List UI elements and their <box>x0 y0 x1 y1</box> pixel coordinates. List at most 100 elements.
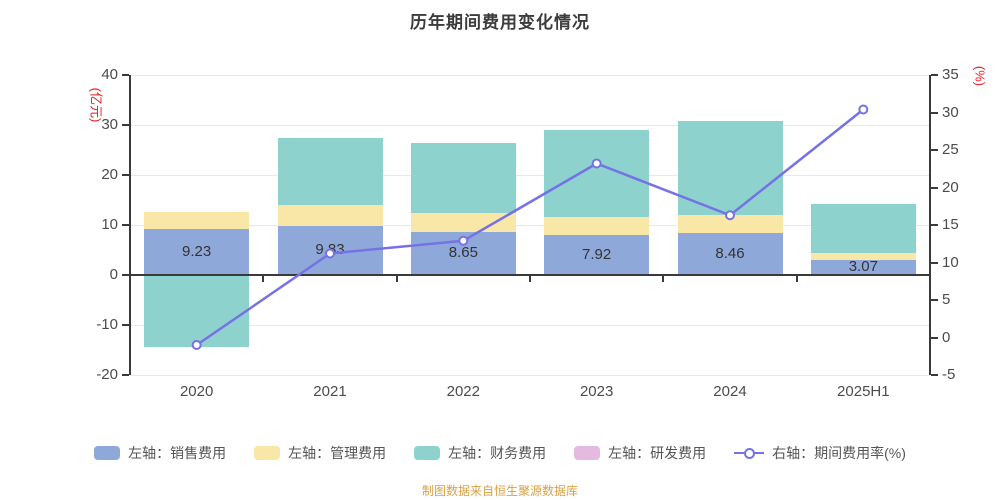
legend-item[interactable]: 左轴：销售费用 <box>94 443 226 463</box>
bar-value-label: 9.23 <box>182 242 212 260</box>
bar-segment[interactable] <box>677 215 783 233</box>
x-axis-category-label: 2021 <box>313 383 347 400</box>
bar-segment[interactable] <box>277 138 383 205</box>
right-axis-tick-label: 10 <box>942 253 959 271</box>
legend-item-label: 左轴：财务费用 <box>448 445 547 461</box>
legend-item-label: 右轴：期间费用率(%) <box>772 445 906 461</box>
left-axis-line <box>129 75 131 375</box>
category-axis-tick <box>529 275 531 282</box>
left-axis-tick <box>122 224 129 226</box>
bar-value-label: 8.65 <box>448 244 478 262</box>
right-axis-tick <box>931 374 938 376</box>
rate-line-series <box>191 104 869 350</box>
left-axis-tick <box>122 74 129 76</box>
bar-segment[interactable] <box>810 203 916 254</box>
x-axis-category-label: 2023 <box>579 383 614 400</box>
left-axis-tick <box>122 174 129 176</box>
legend-circle-icon <box>744 448 756 459</box>
horizontal-gridline <box>130 124 930 126</box>
bar-segment[interactable] <box>144 211 250 229</box>
rate-line-path <box>195 108 865 347</box>
rate-line-point[interactable] <box>725 210 735 221</box>
legend-swatch-icon <box>254 446 281 460</box>
legend-item[interactable]: 左轴：管理费用 <box>254 443 386 463</box>
category-axis-tick <box>262 275 265 282</box>
legend-item[interactable]: 右轴：期间费用率(%) <box>734 443 906 463</box>
legend-item-label: 左轴：研发费用 <box>608 445 707 461</box>
horizontal-gridline <box>130 74 930 76</box>
right-axis-line <box>929 75 931 375</box>
right-axis-tick-label: 15 <box>942 216 959 233</box>
legend-item-label: 左轴：销售费用 <box>128 445 227 461</box>
legend-line-marker-icon <box>734 446 765 460</box>
rate-line-point[interactable] <box>591 158 602 169</box>
bar-segment[interactable] <box>144 275 250 347</box>
left-axis-tick-label: 10 <box>101 216 118 233</box>
legend-item[interactable]: 左轴：研发费用 <box>574 443 706 463</box>
left-axis-tick <box>122 124 129 126</box>
left-axis-tick-label: -10 <box>96 316 118 333</box>
right-axis-tick <box>931 336 938 339</box>
category-axis-tick <box>662 275 665 282</box>
right-axis-tick <box>931 74 938 76</box>
rate-line-point[interactable] <box>325 248 335 259</box>
left-axis-tick <box>122 374 129 376</box>
left-axis-tick <box>122 274 129 276</box>
left-axis-tick-label: 30 <box>101 116 118 133</box>
chart-title: 历年期间费用变化情况 <box>410 13 590 32</box>
rate-line-point[interactable] <box>858 104 869 115</box>
legend-item[interactable]: 左轴：财务费用 <box>414 443 546 463</box>
right-axis-tick-label: 35 <box>942 66 959 83</box>
right-axis-tick <box>931 299 938 301</box>
bar-segment[interactable] <box>410 142 516 213</box>
horizontal-gridline <box>130 174 930 176</box>
horizontal-gridline <box>130 224 930 226</box>
right-axis-tick-label: 25 <box>942 141 959 158</box>
legend-swatch-icon <box>414 446 441 460</box>
right-axis-tick-label: 20 <box>942 178 959 196</box>
bar-value-label: 7.92 <box>582 246 612 264</box>
x-axis-category-label: 2020 <box>179 383 214 400</box>
right-axis-tick <box>931 149 938 151</box>
left-axis-tick-label: -20 <box>96 366 118 383</box>
left-axis-tick-label: 40 <box>101 66 118 83</box>
bar-segment[interactable] <box>810 253 916 260</box>
left-axis-tick-label: 20 <box>101 166 118 183</box>
legend-swatch-icon <box>574 446 601 460</box>
right-axis-tick <box>931 186 938 189</box>
category-axis-tick <box>395 275 398 282</box>
x-axis-category-label: 2025H1 <box>837 383 890 400</box>
bar-segment[interactable] <box>544 235 650 275</box>
left-axis-tick-label: 0 <box>109 266 118 283</box>
right-axis-tick <box>931 261 938 264</box>
bar-segment[interactable] <box>810 259 916 275</box>
bar-segment[interactable] <box>410 212 516 232</box>
legend: 左轴：销售费用 左轴：管理费用 左轴：财务费用 左轴：研发费用 右轴：期间费用率(%) <box>0 443 1000 463</box>
horizontal-gridline <box>130 324 930 326</box>
bar-segment[interactable] <box>677 232 783 275</box>
right-axis-tick-label: 5 <box>942 291 951 308</box>
left-axis-tick <box>122 324 129 326</box>
data-source-note: 制图数据来自恒生聚源数据库 <box>421 484 578 498</box>
bar-segment[interactable] <box>544 217 650 236</box>
bar-segment[interactable] <box>277 204 383 226</box>
bar-value-label: 8.46 <box>715 244 745 262</box>
right-axis-tick <box>931 111 938 114</box>
category-axis-tick <box>795 275 798 282</box>
right-axis-tick-label: 0 <box>942 328 951 346</box>
rate-line-point[interactable] <box>458 235 469 246</box>
bar-value-label: 3.07 <box>848 258 878 276</box>
legend-item-label: 左轴：管理费用 <box>288 445 387 461</box>
right-axis-tick <box>931 224 938 226</box>
legend-swatch-icon <box>94 446 121 460</box>
right-axis-tick-label: 30 <box>942 103 959 121</box>
bar-segment[interactable] <box>144 228 250 275</box>
bar-segment[interactable] <box>677 120 783 216</box>
bar-segment[interactable] <box>544 129 650 218</box>
rate-line-point[interactable] <box>191 340 202 350</box>
right-axis-tick-label: -5 <box>942 366 956 383</box>
x-axis-category-label: 2022 <box>446 383 480 400</box>
bottom-boundary-line <box>130 374 930 376</box>
